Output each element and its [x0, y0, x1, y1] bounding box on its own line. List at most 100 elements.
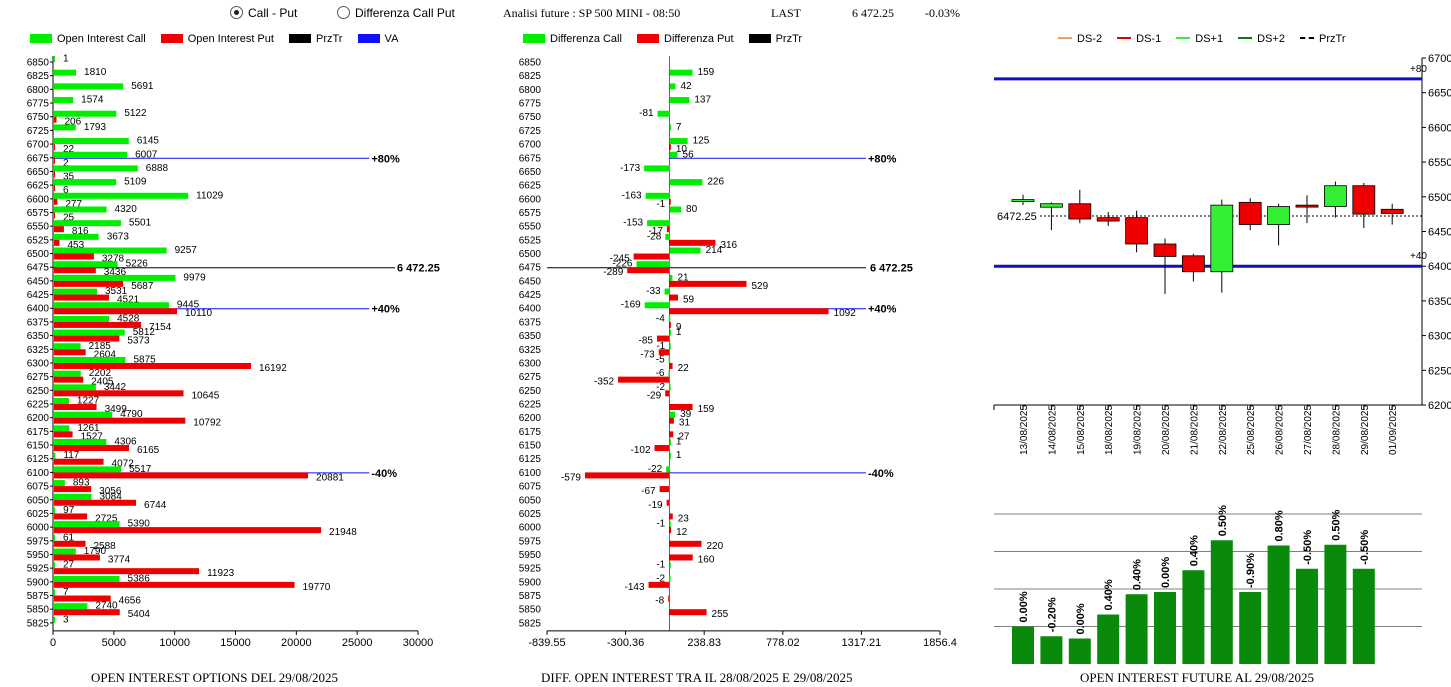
left-strike-label: 6575	[27, 208, 50, 219]
mid-call-bar	[666, 466, 670, 473]
mid-put-bar	[648, 581, 670, 588]
left-put-value: 5687	[131, 281, 154, 292]
mid-call-bar	[664, 288, 670, 295]
future-bar	[1267, 545, 1290, 664]
left-call-bar	[54, 356, 126, 363]
mid-call-bar	[669, 521, 671, 528]
mid-strike-label: 6525	[519, 235, 542, 246]
left-call-value: 5691	[131, 81, 154, 92]
left-put-value: 3774	[108, 554, 131, 565]
future-bar	[1040, 636, 1063, 664]
mid-strike-label: 6075	[519, 482, 542, 493]
mid-strike-label: 6000	[519, 523, 542, 534]
mid-put-bar	[659, 486, 670, 493]
candle-y-tick-label: 6450	[1428, 227, 1451, 239]
left-call-value: 2185	[89, 341, 112, 352]
mid-strike-label: 6425	[519, 290, 542, 301]
left-put-bar	[54, 527, 322, 534]
footer-mid: DIFF. OPEN INTEREST TRA IL 28/08/2025 E …	[541, 670, 853, 685]
left-call-bar	[54, 192, 189, 199]
left-call-value: 3531	[105, 286, 128, 297]
mid-call-value: 42	[681, 81, 693, 92]
mid-call-bar	[669, 384, 671, 391]
left-put-bar	[54, 198, 58, 205]
left-strike-label: 6500	[27, 249, 50, 260]
left-strike-label: 6525	[27, 235, 50, 246]
left-put-value: 5373	[127, 336, 150, 347]
left-strike-label: 6200	[27, 413, 50, 424]
radio-differenza[interactable]: Differenza Call Put	[337, 6, 455, 20]
mid-strike-label: 6400	[519, 304, 542, 315]
left-put-bar	[54, 458, 104, 465]
candle-body	[1267, 206, 1290, 225]
left-call-value: 5812	[133, 327, 156, 338]
mid-call-value: -169	[621, 300, 641, 311]
mid-strike-label: 6150	[519, 441, 542, 452]
left-call-value: 5226	[126, 259, 149, 270]
left-call-bar	[54, 616, 55, 623]
mid-put-bar	[666, 226, 670, 233]
mid-call-value: -1	[656, 560, 665, 571]
left-put-value: 21948	[329, 527, 357, 538]
left-strike-label: 6600	[27, 194, 50, 205]
left-call-bar	[54, 83, 124, 90]
legend-item-ds+1: DS+1	[1176, 33, 1223, 45]
radio-call-put[interactable]: Call - Put	[230, 6, 297, 20]
mid-put-bar	[669, 308, 829, 315]
left-strike-label: 6000	[27, 523, 50, 534]
left-put-value: 2604	[94, 349, 117, 360]
mid-call-bar	[669, 179, 703, 186]
future-bar	[1239, 592, 1262, 664]
left-call-value: 5501	[129, 218, 152, 229]
left-put-value: 35	[63, 171, 75, 182]
future-bar	[1210, 540, 1233, 664]
candle-body	[1210, 204, 1234, 273]
left-call-value: 11029	[196, 190, 224, 201]
left-call-value: 1790	[84, 546, 107, 557]
mid-call-value: 39	[680, 409, 692, 420]
left-put-value: 10792	[193, 418, 221, 429]
left-call-bar	[54, 56, 55, 62]
left-strike-label: 6550	[27, 222, 50, 233]
left-call-bar	[54, 370, 81, 377]
left-call-bar	[54, 452, 56, 459]
mid-strike-label: 6800	[519, 85, 542, 96]
left-put-value: 4072	[112, 459, 135, 470]
mid-call-value: 137	[694, 95, 711, 106]
left-put-bar	[54, 445, 130, 452]
left-strike-label: 6175	[27, 427, 50, 438]
left-strike-label: 6050	[27, 495, 50, 506]
candle-y-tick-label: 6250	[1428, 365, 1451, 377]
mid-call-value: -153	[623, 218, 643, 229]
mid-call-bar	[669, 206, 682, 213]
left-call-bar	[54, 603, 88, 610]
legend-item-ds-2: DS-2	[1058, 33, 1102, 45]
left-put-value: 453	[68, 240, 85, 251]
mid-put-value: -102	[631, 445, 651, 456]
mid-put-bar	[666, 499, 670, 506]
mid-put-value: -1	[656, 199, 665, 210]
mid-put-bar	[633, 253, 670, 260]
mid-strike-label: 6475	[519, 263, 542, 274]
left-call-value: 1793	[84, 122, 107, 133]
mid-put-value: -29	[647, 390, 662, 401]
mid-call-value: 21	[677, 272, 689, 283]
mid-call-value: 7	[676, 122, 682, 133]
left-call-value: 5390	[128, 519, 151, 530]
mid-put-value: -289	[603, 267, 623, 278]
mid-put-value: -579	[561, 472, 581, 483]
mid-call-value: -28	[647, 231, 662, 242]
mid-put-value: -245	[610, 254, 630, 265]
left-call-bar	[54, 466, 122, 473]
mid-put-value: 159	[698, 404, 715, 415]
mid-va-label: +40%	[868, 304, 897, 316]
mid-strike-label: 6725	[519, 126, 542, 137]
candle-y-tick-label: 6200	[1428, 400, 1451, 412]
left-x-tick-label: 30000	[403, 637, 434, 649]
left-call-bar	[54, 138, 129, 145]
left-strike-label: 6075	[27, 482, 50, 493]
mid-call-value: -1	[656, 519, 665, 530]
mid-strike-label: 6125	[519, 454, 542, 465]
left-strike-label: 6675	[27, 153, 50, 164]
left-call-bar	[54, 548, 76, 555]
